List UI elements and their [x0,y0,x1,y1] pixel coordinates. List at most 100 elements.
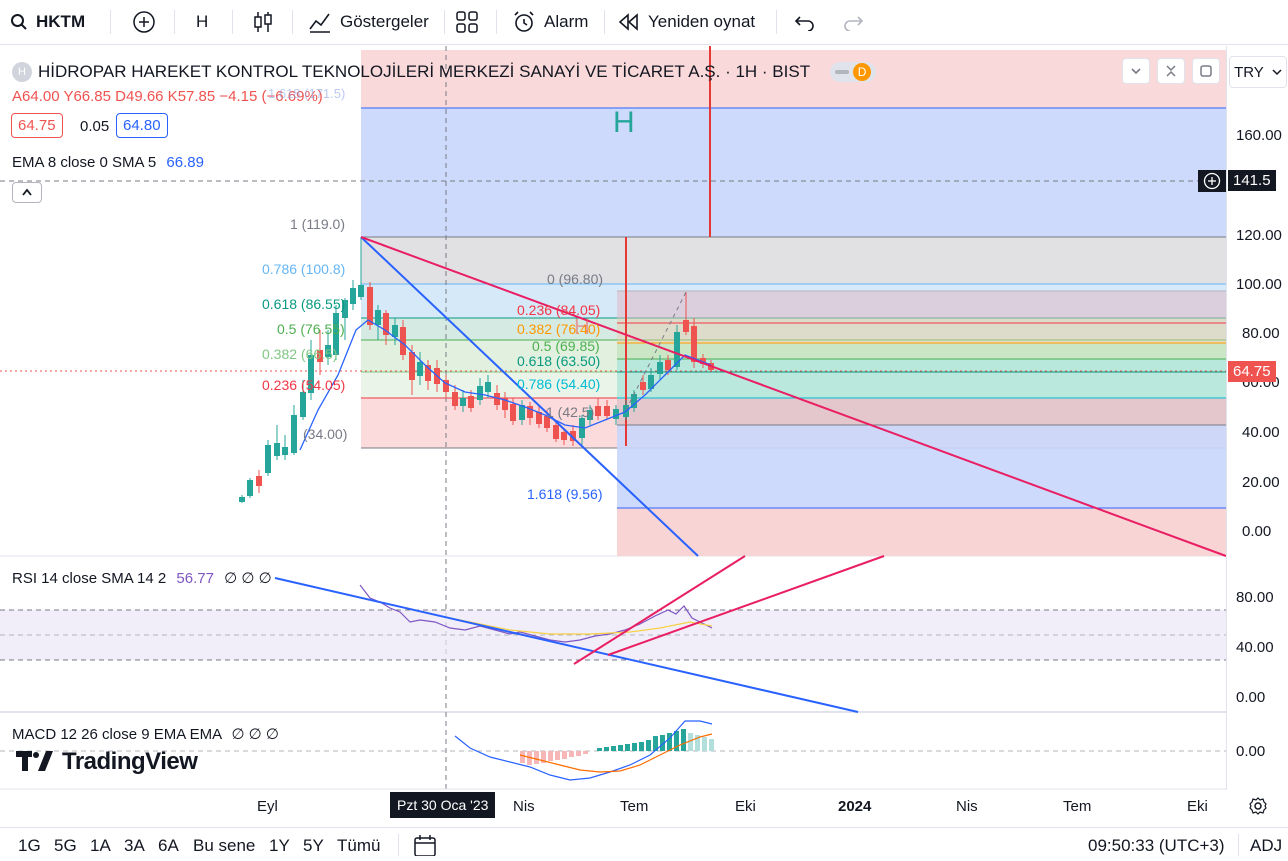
status-badge[interactable]: D [830,62,877,82]
alarm-button[interactable]: Alarm [512,0,588,44]
fib-second-label-1: 1 (42.5) [546,404,595,420]
replay-button[interactable]: Yeniden oynat [618,0,755,44]
scroll-down-button[interactable] [1122,58,1150,84]
rewind-icon [618,13,638,31]
timeframe-1m[interactable]: 1A [90,836,111,855]
symbol-search[interactable]: HKTM [10,0,85,44]
compare-button[interactable] [132,0,156,44]
interval-button[interactable]: H [196,0,208,44]
calendar-icon [414,835,436,857]
rsi-axis-label: 0.00 [1236,689,1266,706]
candles-icon [254,12,272,32]
timeframe-1d[interactable]: 1G [18,836,41,855]
fib-second-label-1618: 1.618 (9.56) [527,486,603,502]
alarm-label: Alarm [544,12,589,31]
chart-canvas[interactable] [0,46,1226,790]
macd-extra: ∅ ∅ ∅ [231,726,279,743]
spread-value: 0.05 [80,118,110,135]
price-label: 0.00 [1242,523,1272,540]
collapse-pane-button[interactable] [1157,58,1185,84]
rsi-axis-label: 40.00 [1236,639,1274,656]
undo-button[interactable] [794,0,816,44]
plus-circle-icon [1203,172,1221,190]
chart-type-button[interactable] [252,0,274,44]
rsi-label: RSI 14 close SMA 14 2 [12,570,167,587]
goto-date-button[interactable] [413,834,437,861]
fib-second-label-786: 0.786 (54.40) [517,376,601,392]
fib-second-label-382: 0.382 (76.40) [517,321,601,337]
trendline-pink-main[interactable] [360,236,1226,557]
ema-value: 66.89 [166,154,204,171]
timeframe-3m[interactable]: 3A [124,836,145,855]
redo-button[interactable] [842,0,864,44]
replay-label: Yeniden oynat [648,12,756,31]
top-toolbar: HKTM H Göstergeler Alarm Yeniden oynat [0,0,1288,45]
dashed-projection [625,291,687,411]
timeframe-5d[interactable]: 5G [54,836,77,855]
adjust-button[interactable]: ADJ [1250,836,1283,855]
symbol-label: HKTM [36,12,86,31]
macd-legend: MACD 12 26 close 9 EMA EMA ∅ ∅ ∅ [12,725,279,743]
ema-label: EMA 8 close 0 SMA 5 [12,154,157,171]
rsi-trendline-pink-2 [607,555,885,656]
time-label: Nis [513,798,535,815]
macd-signal-line [519,733,713,773]
fib-main-label-0: (34.00) [303,426,348,442]
currency-select[interactable]: TRY [1229,56,1287,88]
collapse-icon [1166,65,1176,77]
chevron-down-icon [1272,69,1282,76]
text-mark-h-small[interactable]: H [574,314,590,339]
rsi-pane [0,555,1226,713]
fib-main-label-1: 1 (119.0) [290,216,345,232]
time-cursor-tag: Pzt 30 Oca '23 [390,792,496,818]
delay-badge: D [853,63,872,81]
clock-display[interactable]: 09:50:33 (UTC+3) [1088,836,1225,855]
rsi-value: 56.77 [176,570,214,587]
bid-button[interactable]: 64.75 [11,113,63,138]
time-label: Eki [1187,798,1208,815]
ema-legend: EMA 8 close 0 SMA 5 66.89 [12,154,204,171]
tradingview-logo[interactable]: TradingView [16,748,198,776]
brand-name: TradingView [62,748,198,775]
indicators-label: Göstergeler [340,12,429,31]
macd-pane [0,720,1226,781]
last-price-tag: 64.75 [1228,361,1276,382]
fib-retracement-second[interactable] [617,290,1226,556]
undo-icon [794,16,814,31]
price-label: 80.00 [1242,325,1280,342]
rsi-line [359,584,713,643]
macd-line [454,720,713,781]
add-alert-button[interactable] [1198,170,1226,192]
price-label: 40.00 [1242,424,1280,441]
rsi-trendline-pink-1 [573,555,746,665]
maximize-icon [1200,65,1212,77]
text-mark-h[interactable]: H [613,106,635,139]
price-label: 160.00 [1236,127,1282,144]
macd-axis-label: 0.00 [1236,743,1266,760]
chart-settings-button[interactable] [1248,796,1268,821]
layouts-button[interactable] [456,0,478,44]
trendline-blue-main[interactable] [360,236,699,557]
fib-main-label-786: 0.786 (100.8) [262,261,346,277]
fib-main-label-618: 0.618 (86.55) [262,296,346,312]
timeframe-6m[interactable]: 6A [158,836,179,855]
gear-icon [1249,797,1267,815]
fib-main-label-236: 0.236 (54.05) [262,377,346,393]
timeframe-ytd[interactable]: Bu sene [193,836,256,855]
timeframe-5y[interactable]: 5Y [303,836,324,855]
ask-button[interactable]: 64.80 [116,113,168,138]
price-axis[interactable]: TRY [1226,46,1288,790]
search-icon [11,14,27,30]
indicators-icon [309,13,330,33]
timeframe-1y[interactable]: 1Y [269,836,290,855]
price-label: 120.00 [1236,227,1282,244]
chevron-down-icon [1131,68,1141,75]
crosshair-price-tag: 141.5 [1228,170,1276,191]
timeframe-all[interactable]: Tümü [337,836,381,855]
indicators-button[interactable]: Göstergeler [308,0,429,44]
maximize-pane-button[interactable] [1192,58,1220,84]
symbol-header: H HİDROPAR HAREKET KONTROL TEKNOLOJİLERİ… [12,62,877,82]
macd-label: MACD 12 26 close 9 EMA EMA [12,726,222,743]
collapse-legend-button[interactable] [12,182,42,203]
ema-line [299,319,712,451]
